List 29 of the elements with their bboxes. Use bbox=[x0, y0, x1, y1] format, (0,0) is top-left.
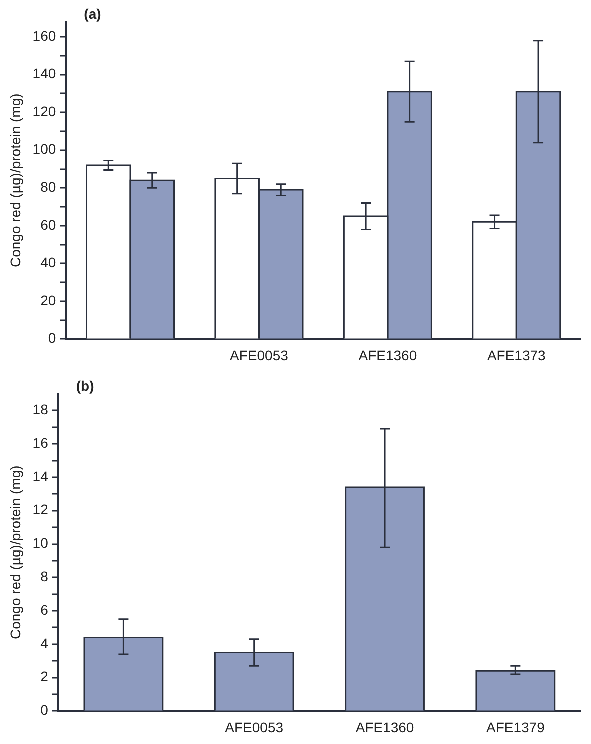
y-tick-label: 40 bbox=[40, 254, 56, 271]
y-tick-label: 100 bbox=[32, 141, 56, 158]
y-axis-title: Congo red (µg)/protein (mg) bbox=[7, 94, 24, 268]
y-tick-label: 2 bbox=[40, 668, 49, 685]
y-tick-label: 60 bbox=[40, 216, 56, 233]
x-tick-label: AFE0053 bbox=[225, 719, 284, 736]
y-tick-label: 6 bbox=[40, 602, 49, 618]
y-tick-label: 120 bbox=[32, 103, 56, 120]
chart-title: (b) bbox=[76, 378, 94, 394]
y-tick-label: 160 bbox=[32, 28, 56, 44]
y-tick-label: 0 bbox=[40, 702, 49, 718]
x-tick-label: AFE1360 bbox=[356, 719, 414, 736]
y-tick-label: 4 bbox=[40, 635, 49, 652]
x-tick-label: AFE1373 bbox=[487, 347, 546, 364]
y-tick-label: 140 bbox=[32, 66, 56, 82]
y-tick-label: 0 bbox=[48, 330, 56, 346]
x-tick-label: AFE1379 bbox=[486, 719, 546, 736]
y-tick-label: 10 bbox=[32, 535, 49, 552]
y-tick-label: 14 bbox=[32, 468, 49, 484]
y-tick-label: 80 bbox=[40, 179, 56, 196]
y-tick-label: 8 bbox=[40, 568, 49, 584]
y-tick-label: 16 bbox=[32, 434, 49, 451]
x-tick-label: AFE0053 bbox=[230, 347, 289, 364]
y-axis-title: Congo red (µg)/protein (mg) bbox=[7, 466, 24, 640]
x-tick-label: AFE1360 bbox=[358, 347, 418, 364]
y-tick-label: 12 bbox=[32, 502, 49, 518]
y-tick-label: 18 bbox=[32, 402, 49, 418]
chart-title: (a) bbox=[84, 6, 102, 22]
y-tick-label: 20 bbox=[40, 292, 56, 308]
